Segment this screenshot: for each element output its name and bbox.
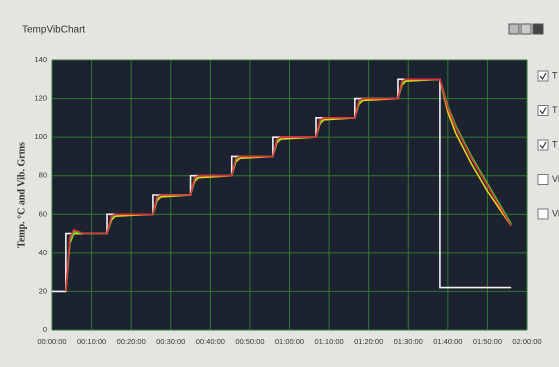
y-tick-label: 100 — [34, 132, 47, 141]
x-tick-label: 00:10:00 — [77, 337, 106, 346]
legend-checkbox[interactable] — [538, 71, 548, 81]
legend-item[interactable]: T — [538, 139, 558, 150]
chart: TempVibChart Temp. °C and Vib. Grms 0 20 4… — [0, 0, 559, 367]
page: {"chart_data": {"type": "line", "title":… — [0, 0, 559, 367]
legend-checkbox[interactable] — [538, 106, 548, 116]
x-tick-label: 00:30:00 — [156, 337, 185, 346]
tool-icon[interactable] — [521, 24, 531, 34]
x-tick-label: 01:40:00 — [433, 337, 462, 346]
x-tick-label: 01:30:00 — [394, 337, 423, 346]
legend-label: T — [552, 105, 558, 115]
y-tick-label: 60 — [39, 209, 47, 218]
y-tick-label: 40 — [39, 248, 47, 257]
y-tick-label: 20 — [39, 286, 47, 295]
x-tick-label: 01:50:00 — [473, 337, 502, 346]
legend-item[interactable]: Vi — [538, 208, 559, 219]
x-tick-label: 00:20:00 — [117, 337, 146, 346]
y-tick-label: 80 — [39, 171, 47, 180]
legend-label: T — [552, 139, 558, 149]
legend-checkbox[interactable] — [538, 209, 548, 219]
legend-label: Vi — [552, 174, 559, 184]
legend-item[interactable]: Vi — [538, 174, 559, 185]
x-tick-label: 00:40:00 — [196, 337, 225, 346]
legend-checkbox[interactable] — [538, 175, 548, 185]
y-tick-label: 0 — [43, 325, 47, 334]
x-tick-label: 01:10:00 — [314, 337, 343, 346]
x-tick-label: 01:00:00 — [275, 337, 304, 346]
x-tick-label: 02:00:00 — [512, 337, 541, 346]
toolbar[interactable] — [509, 24, 543, 34]
tool-icon[interactable] — [509, 24, 519, 34]
y-tick-label: 140 — [34, 55, 47, 64]
y-tick-label: 120 — [34, 94, 47, 103]
x-tick-label: 00:00:00 — [37, 337, 66, 346]
tool-icon[interactable] — [533, 24, 543, 34]
x-tick-label: 01:20:00 — [354, 337, 383, 346]
chart-title: TempVibChart — [22, 25, 85, 36]
y-axis-label: Temp. °C and Vib. Grms — [16, 142, 27, 248]
legend-label: Vi — [552, 208, 559, 218]
legend-item[interactable]: T — [538, 70, 558, 81]
legend-label: T — [552, 70, 558, 80]
legend-item[interactable]: T — [538, 105, 558, 116]
x-tick-label: 00:50:00 — [235, 337, 264, 346]
legend-checkbox[interactable] — [538, 140, 548, 150]
